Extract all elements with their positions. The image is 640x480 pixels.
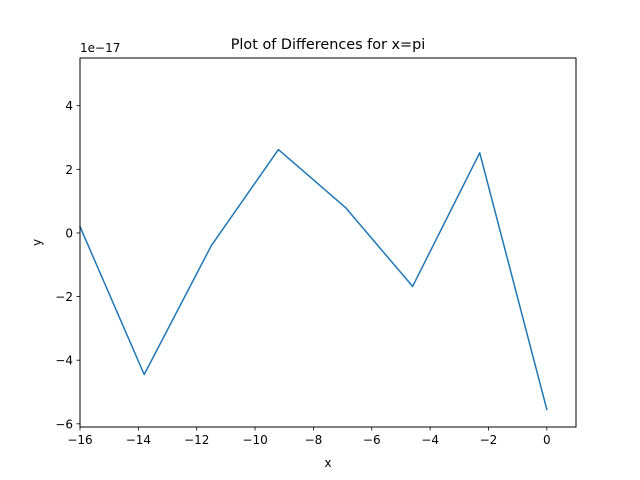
- y-tick-label: 4: [65, 99, 73, 113]
- y-tick-label: −2: [55, 290, 73, 304]
- x-axis: −16 −14 −12 −10 −8 −6 −4 −2 0: [67, 427, 551, 447]
- y-scale-label: 1e−17: [80, 41, 120, 55]
- y-axis-label: y: [30, 239, 44, 246]
- chart-title: Plot of Differences for x=pi: [231, 37, 425, 53]
- y-tick-label: −4: [55, 354, 73, 368]
- y-tick-label: −6: [55, 417, 73, 431]
- x-tick-label: −6: [363, 433, 381, 447]
- series-layer: [79, 148, 548, 411]
- x-tick-label: −12: [184, 433, 209, 447]
- x-tick-label: −10: [242, 433, 267, 447]
- plot-frame: [79, 57, 577, 428]
- x-tick-label: −14: [126, 433, 151, 447]
- x-tick-label: −4: [421, 433, 439, 447]
- series-line: [79, 148, 548, 411]
- x-tick-label: 0: [543, 433, 551, 447]
- y-tick-label: 2: [65, 163, 73, 177]
- y-tick-label: 0: [65, 226, 73, 240]
- x-tick-label: −16: [67, 433, 92, 447]
- plot-background: [80, 58, 576, 427]
- x-axis-label: x: [324, 456, 331, 470]
- x-tick-label: −8: [305, 433, 323, 447]
- y-axis: −6 −4 −2 0 2 4: [55, 99, 80, 431]
- x-tick-label: −2: [480, 433, 498, 447]
